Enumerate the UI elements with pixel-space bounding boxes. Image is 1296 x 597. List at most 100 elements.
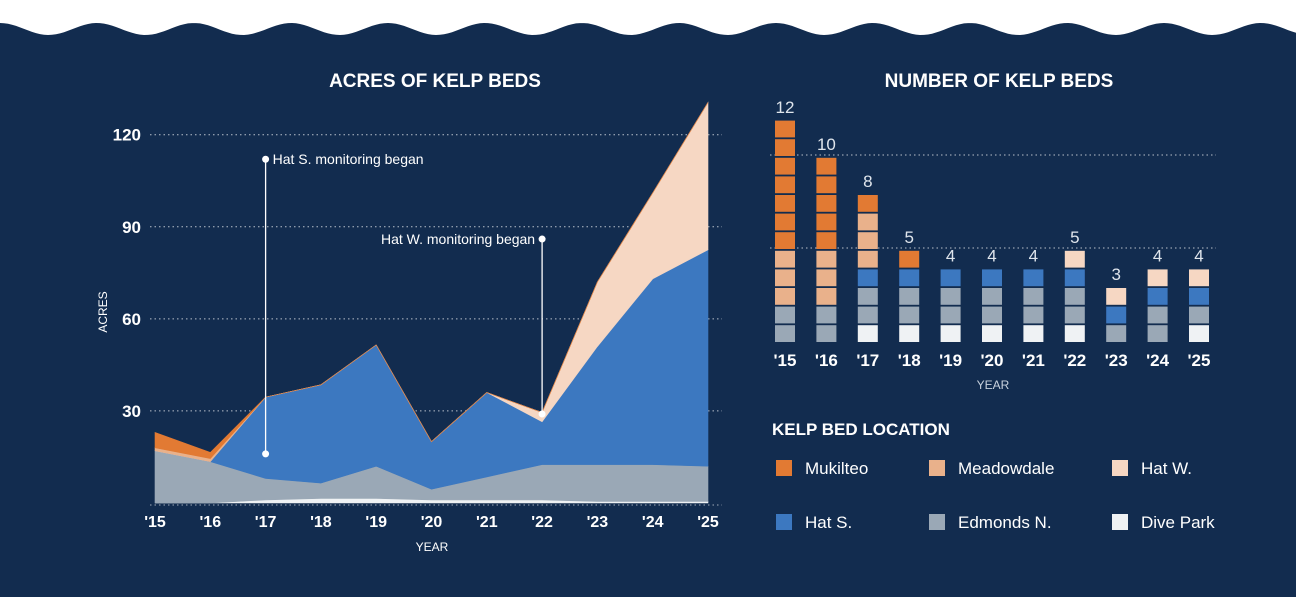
legend-item-label: Hat W. [1141, 459, 1192, 478]
acres-y-axis-label: ACRES [96, 291, 110, 332]
bed-unit-edmonds-n [899, 288, 920, 305]
bed-unit-hat-s [857, 269, 878, 287]
acres-x-tick: '25 [697, 514, 719, 531]
beds-x-tick: '19 [939, 351, 962, 370]
beds-total-label: 3 [1111, 265, 1120, 284]
bed-unit-meadowdale [816, 288, 837, 305]
bed-unit-edmonds-n [1023, 288, 1044, 305]
bed-unit-edmonds-n [857, 306, 878, 324]
bed-unit-meadowdale [775, 269, 795, 287]
annotation-dot [262, 155, 270, 163]
bed-unit-mukilteo [775, 120, 795, 138]
beds-total-label: 12 [776, 98, 795, 117]
bed-unit-edmonds-n [940, 306, 961, 324]
beds-x-tick-labels: '15 '16 '17 '18 '19 '20 '21 '22 '23 '24 '25 [774, 351, 1211, 370]
bed-unit-edmonds-n [816, 325, 837, 342]
bed-unit-meadowdale [816, 250, 837, 268]
bed-unit-mukilteo [899, 250, 920, 268]
annotation-label: Hat W. monitoring began [381, 231, 535, 247]
acres-x-tick: '18 [310, 514, 332, 531]
beds-x-tick: '20 [981, 351, 1004, 370]
bed-unit-meadowdale [775, 288, 795, 305]
annotation-label: Hat S. monitoring began [273, 151, 424, 167]
acres-x-tick: '21 [476, 514, 498, 531]
bed-unit-mukilteo [775, 232, 795, 249]
bed-unit-meadowdale [857, 232, 878, 249]
beds-stacked-bars [775, 120, 1209, 342]
bed-unit-mukilteo [816, 157, 837, 175]
bed-unit-edmonds-n [982, 288, 1002, 305]
legend-swatch [929, 514, 945, 530]
bed-unit-dive-park [857, 325, 878, 342]
bed-unit-mukilteo [775, 139, 795, 156]
legend-swatch [1112, 514, 1128, 530]
bed-unit-hat-w [1189, 269, 1209, 287]
beds-total-label: 5 [904, 228, 913, 247]
beds-total-labels: 12 10 8 5 4 4 4 5 3 4 4 [776, 98, 1204, 284]
bed-unit-edmonds-n [857, 288, 878, 305]
acres-x-tick: '15 [144, 514, 166, 531]
bed-unit-edmonds-n [816, 306, 837, 324]
acres-y-tick: 120 [113, 126, 141, 145]
acres-chart: ACRES OF KELP BEDS 30 60 90 120 ACRES Hat S… [96, 71, 722, 554]
beds-x-axis-label: YEAR [977, 378, 1010, 392]
legend-item-label: Meadowdale [958, 459, 1054, 478]
beds-x-tick: '16 [815, 351, 838, 370]
bed-unit-mukilteo [816, 176, 837, 194]
bed-unit-edmonds-n [1064, 306, 1085, 324]
bed-unit-edmonds-n [1023, 306, 1044, 324]
bed-unit-meadowdale [816, 269, 837, 287]
bed-unit-hat-s [899, 269, 920, 287]
bed-unit-dive-park [940, 325, 961, 342]
legend-swatch [776, 460, 792, 476]
area-mukilteo [154, 102, 709, 459]
bed-unit-hat-w [1106, 288, 1127, 305]
acres-y-tick: 90 [122, 218, 141, 237]
beds-x-tick: '23 [1105, 351, 1128, 370]
beds-total-label: 10 [817, 135, 836, 154]
acres-x-axis-label: YEAR [416, 540, 449, 554]
bed-unit-hat-s [1023, 269, 1044, 287]
bed-unit-edmonds-n [775, 306, 795, 324]
beds-x-tick: '24 [1146, 351, 1169, 370]
bed-unit-hat-s [940, 269, 961, 287]
bed-unit-hat-w [1064, 250, 1085, 268]
bed-unit-edmonds-n [775, 325, 795, 342]
beds-x-tick: '25 [1188, 351, 1211, 370]
acres-x-tick: '23 [587, 514, 609, 531]
acres-annotations: Hat S. monitoring began Hat W. monitoring… [262, 151, 546, 458]
beds-total-label: 4 [1153, 247, 1162, 266]
bed-unit-hat-s [1106, 306, 1127, 324]
legend-item-label: Mukilteo [805, 459, 868, 478]
acres-x-tick: '17 [255, 514, 277, 531]
legend-item-label: Hat S. [805, 513, 852, 532]
acres-x-tick-labels: '15 '16 '17 '18 '19 '20 '21 '22 '23 '24 '25 [144, 514, 719, 531]
legend-swatch [929, 460, 945, 476]
bed-unit-mukilteo [775, 176, 795, 194]
beds-x-tick: '15 [774, 351, 797, 370]
beds-total-label: 5 [1070, 228, 1079, 247]
beds-total-label: 4 [987, 247, 996, 266]
bed-unit-edmonds-n [899, 306, 920, 324]
bed-unit-edmonds-n [1106, 325, 1127, 342]
acres-y-tick: 30 [122, 402, 141, 421]
legend-item-label: Edmonds N. [958, 513, 1052, 532]
beds-x-tick: '22 [1063, 351, 1086, 370]
bed-unit-mukilteo [857, 195, 878, 212]
bed-unit-edmonds-n [1064, 288, 1085, 305]
acres-y-tick: 60 [122, 310, 141, 329]
bed-unit-edmonds-n [1147, 306, 1168, 324]
legend-swatch [776, 514, 792, 530]
legend-title: KELP BED LOCATION [772, 420, 950, 439]
bed-unit-hat-s [982, 269, 1002, 287]
bed-unit-edmonds-n [1189, 306, 1209, 324]
bed-unit-hat-s [1189, 288, 1209, 305]
beds-total-label: 4 [946, 247, 955, 266]
legend: KELP BED LOCATION Mukilteo Meadowdale Hat … [772, 420, 1215, 532]
annotation-dot [538, 410, 546, 418]
acres-chart-title: ACRES OF KELP BEDS [329, 71, 541, 92]
bed-unit-edmonds-n [940, 288, 961, 305]
acres-area-series [154, 101, 709, 504]
bed-unit-mukilteo [816, 213, 837, 231]
bed-unit-hat-s [1064, 269, 1085, 287]
